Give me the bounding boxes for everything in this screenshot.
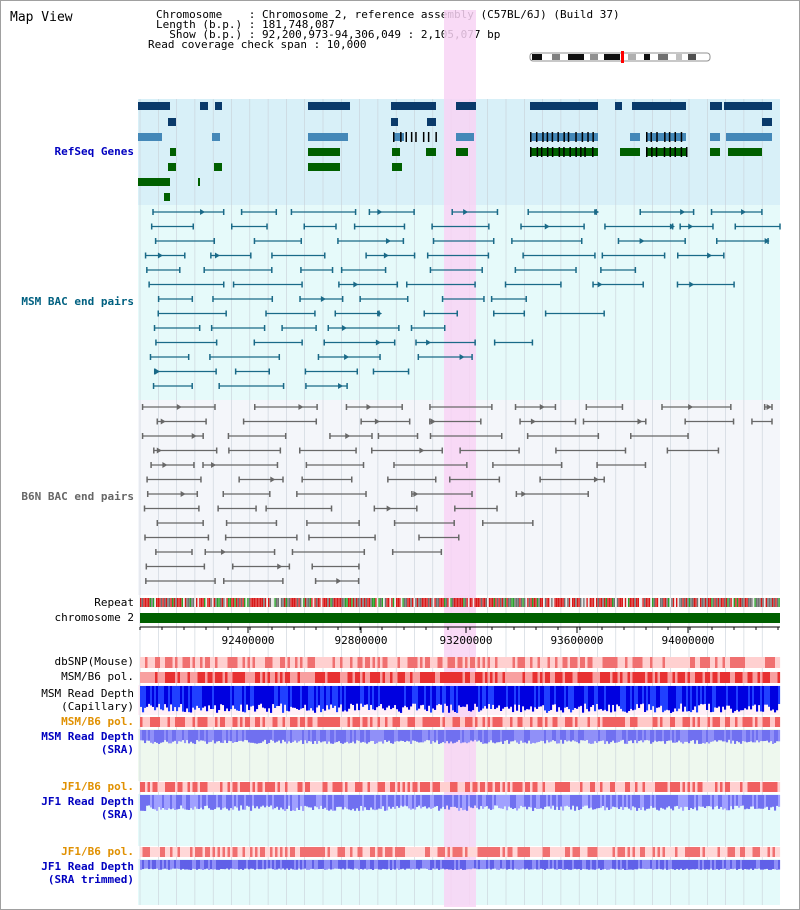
refseq-gene[interactable]: [138, 133, 162, 141]
refseq-gene[interactable]: [391, 102, 436, 110]
jf1-pol-trim-label: JF1/B6 pol.: [61, 845, 134, 858]
refseq-gene[interactable]: [200, 102, 208, 110]
msm-depth-sra-sub-label: (SRA): [100, 743, 134, 756]
refseq-gene[interactable]: [393, 133, 404, 141]
refseq-gene[interactable]: [308, 148, 340, 156]
refseq-gene[interactable]: [215, 102, 222, 110]
position-axis: 92400000 92800000 93200000 93600000 94000000: [139, 626, 780, 647]
chromosome-info: Chromosome : Chromosome 2, reference ass…: [148, 9, 620, 51]
refseq-gene[interactable]: [212, 133, 220, 141]
chromosome-label: chromosome 2: [54, 611, 134, 624]
refseq-gene[interactable]: [724, 102, 772, 110]
b6n-bac-label: B6N BAC end pairs: [21, 490, 134, 503]
refseq-gene[interactable]: [198, 178, 200, 186]
refseq-gene[interactable]: [168, 163, 176, 171]
refseq-gene[interactable]: [170, 148, 176, 156]
msm-bac-label: MSM BAC end pairs: [21, 295, 134, 308]
refseq-gene[interactable]: [456, 133, 474, 141]
axis-tick-label: 93600000: [551, 634, 604, 647]
repeat-label: Repeat: [94, 596, 134, 609]
refseq-gene[interactable]: [164, 193, 170, 201]
refseq-gene[interactable]: [728, 148, 762, 156]
refseq-genes-label: RefSeq Genes: [54, 145, 134, 158]
page-title: Map View: [10, 10, 73, 25]
refseq-genes-track[interactable]: [138, 102, 772, 201]
refseq-gene[interactable]: [710, 133, 720, 141]
refseq-gene[interactable]: [620, 148, 640, 156]
ideogram-position-marker: [621, 51, 624, 63]
msm-bac-pairs-track[interactable]: [144, 209, 781, 389]
refseq-gene[interactable]: [214, 163, 222, 171]
msm-depth-cap-label: MSM Read Depth: [41, 687, 134, 700]
refseq-gene[interactable]: [392, 163, 402, 171]
coverage-heat-tracks[interactable]: [140, 657, 781, 857]
b6n-bac-pairs-track[interactable]: [141, 404, 773, 584]
read-depth-tracks[interactable]: [140, 686, 781, 870]
refseq-gene[interactable]: [762, 118, 772, 126]
highlight-region[interactable]: [444, 10, 476, 907]
refseq-gene[interactable]: [427, 118, 436, 126]
jf1-depth-trim-sub-label: (SRA trimmed): [47, 873, 134, 886]
refseq-gene[interactable]: [456, 148, 468, 156]
refseq-gene[interactable]: [646, 148, 686, 156]
msm-depth-sra-label: MSM Read Depth: [41, 730, 134, 743]
refseq-gene[interactable]: [726, 133, 772, 141]
axis-tick-label: 92400000: [222, 634, 275, 647]
jf1-depth-trim-label: JF1 Read Depth: [41, 860, 134, 873]
axis-tick-label: 92800000: [335, 634, 388, 647]
repeat-track[interactable]: [140, 598, 780, 607]
refseq-gene[interactable]: [391, 118, 398, 126]
msm-b6-pol-label: MSM/B6 pol.: [61, 670, 134, 683]
refseq-gene[interactable]: [308, 133, 348, 141]
refseq-gene[interactable]: [168, 118, 176, 126]
jf1-depth-sub-label: (SRA): [100, 808, 134, 821]
refseq-gene[interactable]: [426, 148, 436, 156]
dbsnp-label: dbSNP(Mouse): [54, 655, 134, 668]
refseq-gene[interactable]: [138, 102, 170, 110]
coverage-line: Read coverage check span : 10,000: [148, 38, 367, 51]
refseq-gene[interactable]: [646, 133, 686, 141]
jf1-depth-label: JF1 Read Depth: [41, 795, 134, 808]
refseq-gene[interactable]: [308, 102, 350, 110]
msm-b6-pol-sra-label: MSM/B6 pol.: [61, 715, 134, 728]
jf1-pol-label: JF1/B6 pol.: [61, 780, 134, 793]
refseq-gene[interactable]: [392, 148, 400, 156]
refseq-gene[interactable]: [632, 102, 686, 110]
length-line: Length (b.p.) : 181,748,087: [156, 18, 335, 31]
refseq-gene[interactable]: [456, 102, 476, 110]
chromosome-bar[interactable]: [140, 613, 780, 623]
refseq-gene[interactable]: [710, 148, 720, 156]
refseq-gene[interactable]: [138, 178, 170, 186]
axis-tick-label: 94000000: [662, 634, 715, 647]
refseq-gene[interactable]: [710, 102, 722, 110]
refseq-gene[interactable]: [615, 102, 622, 110]
chromosome-ideogram[interactable]: [529, 51, 711, 63]
msm-depth-cap-sub-label: (Capillary): [61, 700, 134, 713]
refseq-gene[interactable]: [630, 133, 640, 141]
axis-tick-label: 93200000: [440, 634, 493, 647]
refseq-gene[interactable]: [308, 163, 340, 171]
refseq-gene[interactable]: [530, 102, 598, 110]
